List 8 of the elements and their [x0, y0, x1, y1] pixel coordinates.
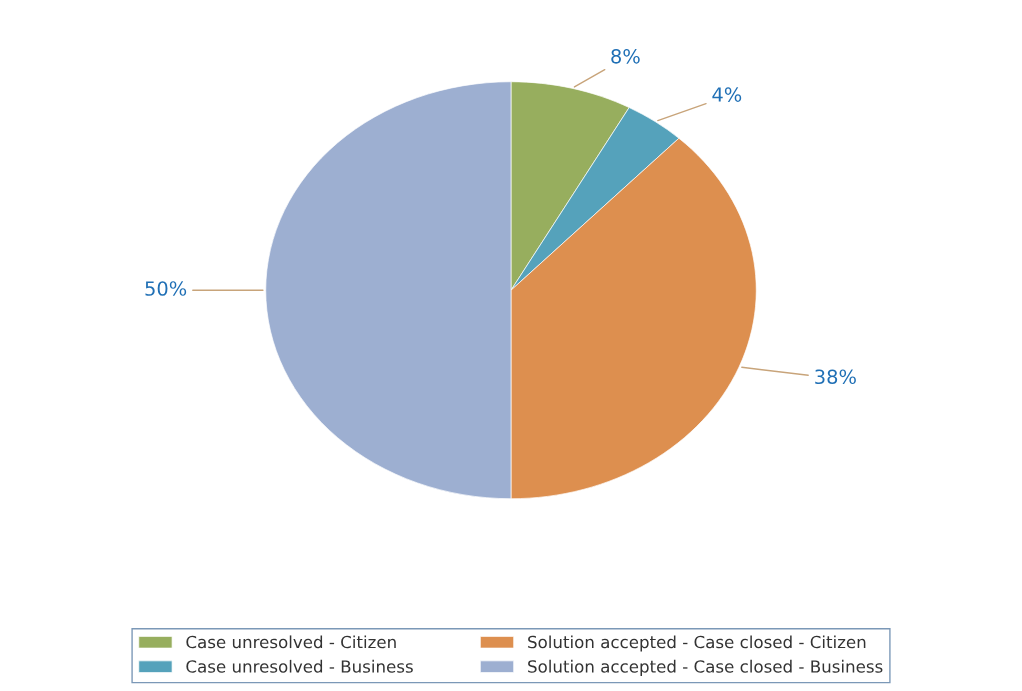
data-label: 50%: [145, 281, 187, 296]
data-label: 38%: [815, 369, 856, 385]
legend-label: Solution accepted - Case closed - Business: [528, 659, 883, 676]
legend-label: Solution accepted - Case closed - Citizen: [528, 635, 866, 652]
legend-label: Case unresolved - Business: [186, 659, 413, 673]
data-label: 8%: [611, 48, 640, 64]
legend-label: Case unresolved - Citizen: [186, 635, 396, 649]
data-label: 4%: [712, 87, 742, 102]
